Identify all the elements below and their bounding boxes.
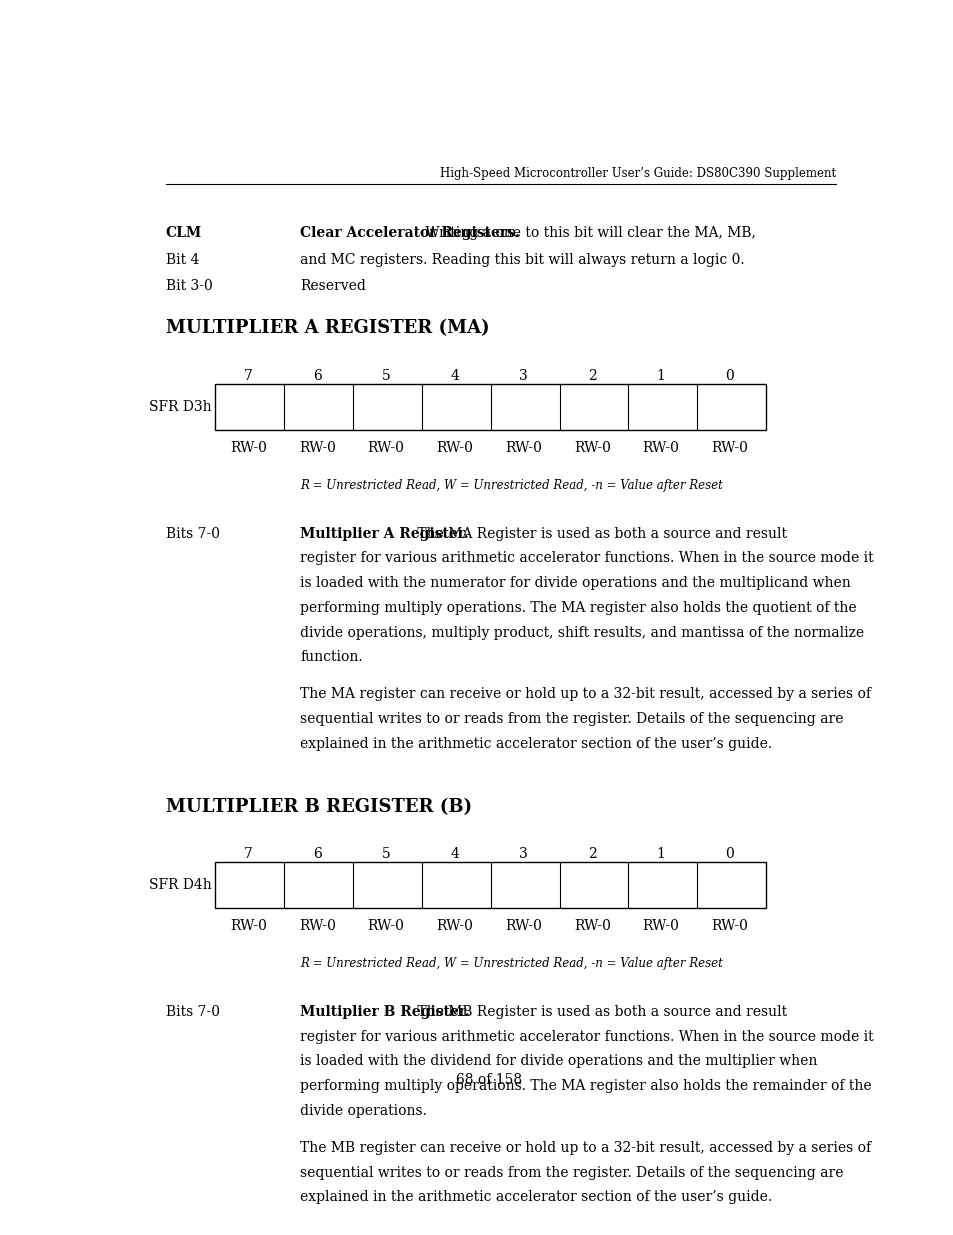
Text: RW-0: RW-0 [711, 919, 747, 934]
Text: RW-0: RW-0 [436, 919, 473, 934]
Text: MULTIPLIER B REGISTER (B): MULTIPLIER B REGISTER (B) [166, 798, 472, 815]
Text: performing multiply operations. The MA register also holds the quotient of the: performing multiply operations. The MA r… [300, 601, 856, 615]
Text: register for various arithmetic accelerator functions. When in the source mode i: register for various arithmetic accelera… [300, 1030, 873, 1044]
Text: 68 of 158: 68 of 158 [456, 1072, 521, 1087]
Text: Writing a one to this bit will clear the MA, MB,: Writing a one to this bit will clear the… [420, 226, 755, 240]
Text: sequential writes to or reads from the register. Details of the sequencing are: sequential writes to or reads from the r… [300, 1166, 843, 1179]
Text: 0: 0 [725, 369, 734, 383]
Text: 7: 7 [244, 847, 253, 861]
Text: RW-0: RW-0 [230, 919, 267, 934]
Text: RW-0: RW-0 [367, 919, 404, 934]
Text: 3: 3 [518, 369, 528, 383]
Text: Reserved: Reserved [300, 279, 366, 294]
Text: SFR D3h: SFR D3h [149, 400, 212, 414]
Text: 3: 3 [518, 847, 528, 861]
Text: and MC registers. Reading this bit will always return a logic 0.: and MC registers. Reading this bit will … [300, 253, 744, 267]
Text: RW-0: RW-0 [711, 441, 747, 454]
Text: Bit 3-0: Bit 3-0 [166, 279, 213, 294]
Text: The MA register can receive or hold up to a 32-bit result, accessed by a series : The MA register can receive or hold up t… [300, 688, 870, 701]
Text: RW-0: RW-0 [298, 441, 335, 454]
Text: 7: 7 [244, 369, 253, 383]
Text: RW-0: RW-0 [642, 919, 679, 934]
Text: High-Speed Microcontroller User’s Guide: DS80C390 Supplement: High-Speed Microcontroller User’s Guide:… [440, 167, 836, 179]
Bar [215, 384, 765, 430]
Text: register for various arithmetic accelerator functions. When in the source mode i: register for various arithmetic accelera… [300, 551, 873, 566]
Text: CLM: CLM [166, 226, 202, 240]
Text: Bit 4: Bit 4 [166, 253, 199, 267]
Text: RW-0: RW-0 [642, 441, 679, 454]
Text: RW-0: RW-0 [574, 441, 610, 454]
Text: RW-0: RW-0 [505, 919, 541, 934]
Text: R = Unrestricted Read, W = Unrestricted Read, -n = Value after Reset: R = Unrestricted Read, W = Unrestricted … [300, 957, 722, 971]
Text: 1: 1 [656, 369, 665, 383]
Text: Bits 7-0: Bits 7-0 [166, 1005, 219, 1019]
Text: RW-0: RW-0 [298, 919, 335, 934]
Text: 0: 0 [725, 847, 734, 861]
Text: 6: 6 [313, 369, 321, 383]
Bar [215, 862, 765, 908]
Text: explained in the arithmetic accelerator section of the user’s guide.: explained in the arithmetic accelerator … [300, 1191, 772, 1204]
Text: Clear Accelerator Registers.: Clear Accelerator Registers. [300, 226, 519, 240]
Text: MULTIPLIER A REGISTER (MA): MULTIPLIER A REGISTER (MA) [166, 320, 489, 337]
Text: R = Unrestricted Read, W = Unrestricted Read, -n = Value after Reset: R = Unrestricted Read, W = Unrestricted … [300, 479, 722, 492]
Text: divide operations.: divide operations. [300, 1104, 427, 1118]
Text: Bits 7-0: Bits 7-0 [166, 526, 219, 541]
Text: RW-0: RW-0 [505, 441, 541, 454]
Text: performing multiply operations. The MA register also holds the remainder of the: performing multiply operations. The MA r… [300, 1079, 871, 1093]
Text: is loaded with the numerator for divide operations and the multiplicand when: is loaded with the numerator for divide … [300, 577, 850, 590]
Text: The MA Register is used as both a source and result: The MA Register is used as both a source… [413, 526, 786, 541]
Text: 1: 1 [656, 847, 665, 861]
Text: RW-0: RW-0 [367, 441, 404, 454]
Text: sequential writes to or reads from the register. Details of the sequencing are: sequential writes to or reads from the r… [300, 713, 843, 726]
Text: 2: 2 [587, 369, 597, 383]
Text: 5: 5 [381, 369, 390, 383]
Text: RW-0: RW-0 [436, 441, 473, 454]
Text: The MB Register is used as both a source and result: The MB Register is used as both a source… [413, 1005, 786, 1019]
Text: RW-0: RW-0 [230, 441, 267, 454]
Text: is loaded with the dividend for divide operations and the multiplier when: is loaded with the dividend for divide o… [300, 1055, 817, 1068]
Text: The MB register can receive or hold up to a 32-bit result, accessed by a series : The MB register can receive or hold up t… [300, 1141, 871, 1155]
Text: RW-0: RW-0 [574, 919, 610, 934]
Text: SFR D4h: SFR D4h [149, 878, 212, 892]
Text: Multiplier B Register.: Multiplier B Register. [300, 1005, 470, 1019]
Text: 2: 2 [587, 847, 597, 861]
Text: 4: 4 [450, 369, 459, 383]
Text: divide operations, multiply product, shift results, and mantissa of the normaliz: divide operations, multiply product, shi… [300, 626, 863, 640]
Text: Multiplier A Register.: Multiplier A Register. [300, 526, 469, 541]
Text: function.: function. [300, 651, 363, 664]
Text: 5: 5 [381, 847, 390, 861]
Text: 4: 4 [450, 847, 459, 861]
Text: explained in the arithmetic accelerator section of the user’s guide.: explained in the arithmetic accelerator … [300, 737, 772, 751]
Text: 6: 6 [313, 847, 321, 861]
